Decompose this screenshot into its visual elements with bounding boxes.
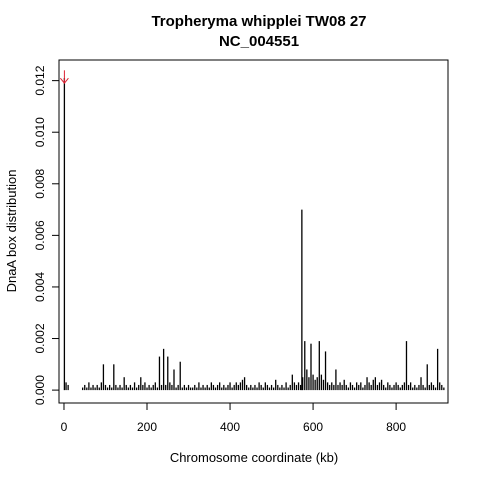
x-tick-label: 400: [220, 420, 240, 434]
x-tick-label: 200: [137, 420, 157, 434]
x-axis: 0 200 400 600 800: [61, 402, 406, 434]
x-axis-label: Chromosome coordinate (kb): [170, 450, 338, 465]
y-tick-label: 0.010: [33, 117, 47, 147]
bar-series: [63, 78, 445, 391]
origin-arrow: [60, 70, 69, 85]
chart-title: Tropheryma whipplei TW08 27: [151, 13, 366, 30]
y-tick-label: 0.000: [33, 375, 47, 405]
y-tick-label: 0.012: [33, 65, 47, 95]
y-axis: 0.000 0.002 0.004 0.006 0.008 0.010 0.012: [33, 65, 60, 405]
x-tick-label: 600: [303, 420, 323, 434]
x-tick-label: 0: [61, 420, 68, 434]
y-axis-label: DnaA box distribution: [4, 170, 19, 293]
y-tick-label: 0.004: [33, 272, 47, 302]
chart-subtitle: NC_004551: [219, 33, 299, 50]
plot-frame: [58, 59, 449, 404]
x-tick-label: 800: [386, 420, 406, 434]
y-tick-label: 0.006: [33, 220, 47, 250]
arrow-head: [60, 77, 69, 85]
y-tick-label: 0.008: [33, 168, 47, 198]
y-tick-label: 0.002: [33, 323, 47, 353]
